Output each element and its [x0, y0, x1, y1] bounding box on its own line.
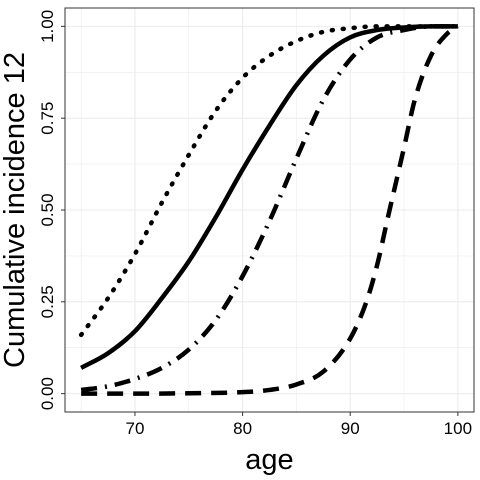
series-line-solid — [80, 24, 458, 370]
x-tick-label: 100 — [444, 419, 472, 438]
y-tick-label: 0.50 — [38, 193, 57, 226]
y-tick-label: 0.25 — [38, 285, 57, 318]
y-axis-title: Cumulative incidence 12 — [0, 52, 31, 368]
series-lines — [78, 24, 461, 396]
x-tick-label: 70 — [125, 419, 144, 438]
x-axis-title: age — [245, 444, 293, 476]
y-tick-label: 1.00 — [38, 10, 57, 43]
axis-ticks: 0.00 0.25 0.50 0.75 1.00 70 80 90 100 — [38, 10, 472, 438]
x-tick-label: 90 — [341, 419, 360, 438]
y-tick-label: 0.75 — [38, 102, 57, 135]
x-tick-label: 80 — [233, 419, 252, 438]
series-line-dashed — [81, 24, 460, 396]
y-tick-label: 0.00 — [38, 377, 57, 410]
